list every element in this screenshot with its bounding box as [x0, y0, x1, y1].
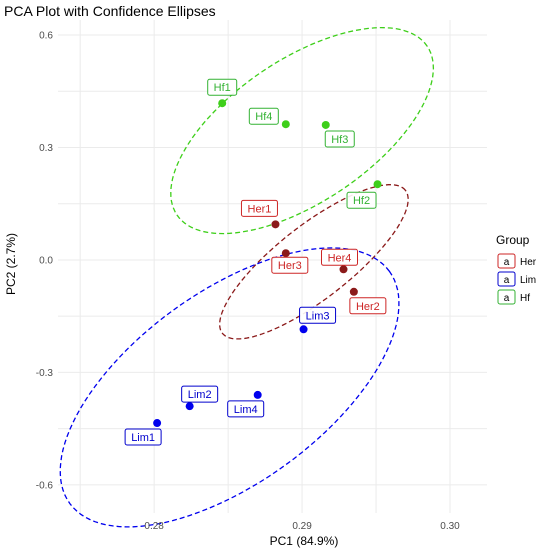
point-her2 — [349, 287, 358, 296]
ellipse-hf — [170, 26, 435, 235]
point-label-lim2: Lim2 — [181, 385, 219, 403]
axis-ticks: 0.28 0.29 0.30 -0.6 -0.3 0.0 0.3 0.6 — [36, 30, 460, 532]
y-tick-label: 0.0 — [39, 255, 53, 266]
point-her1 — [271, 220, 280, 229]
point-label-hf1: Hf1 — [207, 78, 238, 96]
legend-label: Lim — [520, 275, 536, 286]
label-text: Her2 — [356, 301, 380, 313]
label-text: Her3 — [278, 260, 302, 272]
legend-key-her — [497, 253, 516, 269]
legend-title: Group — [496, 233, 530, 247]
legend-item-lim: a Lim — [497, 271, 536, 287]
point-her4 — [339, 265, 348, 274]
point-lim2 — [185, 402, 194, 411]
data-points — [153, 99, 382, 428]
legend-key-glyph: a — [504, 293, 510, 304]
point-label-lim3: Lim3 — [299, 306, 337, 324]
label-text: Hf2 — [353, 195, 370, 207]
legend-key-hf — [497, 289, 516, 305]
ellipse-her — [219, 184, 409, 340]
label-box — [346, 191, 377, 209]
point-label-her2: Her2 — [349, 297, 387, 315]
y-tick-label: -0.6 — [36, 480, 54, 491]
point-lim4 — [253, 390, 262, 399]
point-hf3 — [321, 120, 330, 129]
point-label-hf4: Hf4 — [248, 107, 279, 125]
y-tick-label: -0.3 — [36, 368, 54, 379]
label-box — [299, 306, 337, 324]
point-label-hf2: Hf2 — [346, 191, 377, 209]
label-box — [321, 248, 359, 266]
label-box — [227, 400, 265, 418]
label-box — [271, 256, 309, 274]
x-tick-label: 0.29 — [292, 521, 312, 532]
point-label-her1: Her1 — [240, 199, 278, 217]
legend-item-her: a Her — [497, 253, 537, 269]
x-tick-label: 0.28 — [144, 521, 164, 532]
label-text: Lim4 — [234, 404, 258, 416]
label-box — [240, 199, 278, 217]
confidence-ellipses — [59, 26, 435, 528]
label-text: Hf4 — [255, 111, 272, 123]
point-label-her4: Her4 — [321, 248, 359, 266]
legend-key-lim — [497, 271, 516, 287]
point-label-her3: Her3 — [271, 256, 309, 274]
label-box — [181, 385, 219, 403]
label-text: Lim1 — [131, 432, 155, 444]
legend-item-hf: a Hf — [497, 289, 530, 305]
label-box — [124, 428, 162, 446]
y-tick-label: 0.3 — [39, 143, 53, 154]
point-labels: Her1 Her2 Her3 Her4 Lim1 Lim2 Lim3 Lim4 Hf1 Hf2 Hf… — [124, 78, 387, 446]
label-box — [349, 297, 387, 315]
legend-label: Hf — [520, 293, 530, 304]
label-text: Lim2 — [188, 389, 212, 401]
legend-key-glyph: a — [504, 275, 510, 286]
label-box — [207, 78, 238, 96]
y-tick-label: 0.6 — [39, 30, 53, 41]
point-hf1 — [218, 99, 227, 108]
x-axis-title: PC1 (84.9%) — [270, 534, 339, 548]
point-lim3 — [299, 325, 308, 334]
point-hf2 — [373, 180, 382, 189]
point-her3 — [281, 249, 290, 258]
point-label-lim4: Lim4 — [227, 400, 265, 418]
point-lim1 — [153, 419, 162, 428]
label-text: Her4 — [328, 252, 352, 264]
label-text: Hf1 — [214, 82, 231, 94]
legend-key-glyph: a — [504, 257, 510, 268]
x-tick-label: 0.30 — [440, 521, 460, 532]
chart-title: PCA Plot with Confidence Ellipses — [4, 3, 216, 19]
point-label-hf3: Hf3 — [324, 130, 355, 148]
point-hf4 — [281, 120, 290, 129]
label-text: Hf3 — [331, 134, 348, 146]
point-label-lim1: Lim1 — [124, 428, 162, 446]
legend-label: Her — [520, 257, 537, 268]
label-text: Her1 — [248, 203, 272, 215]
y-axis-title: PC2 (2.7%) — [4, 233, 18, 295]
label-text: Lim3 — [306, 310, 330, 322]
label-box — [248, 107, 279, 125]
ellipse-lim — [59, 247, 400, 528]
label-box — [324, 130, 355, 148]
